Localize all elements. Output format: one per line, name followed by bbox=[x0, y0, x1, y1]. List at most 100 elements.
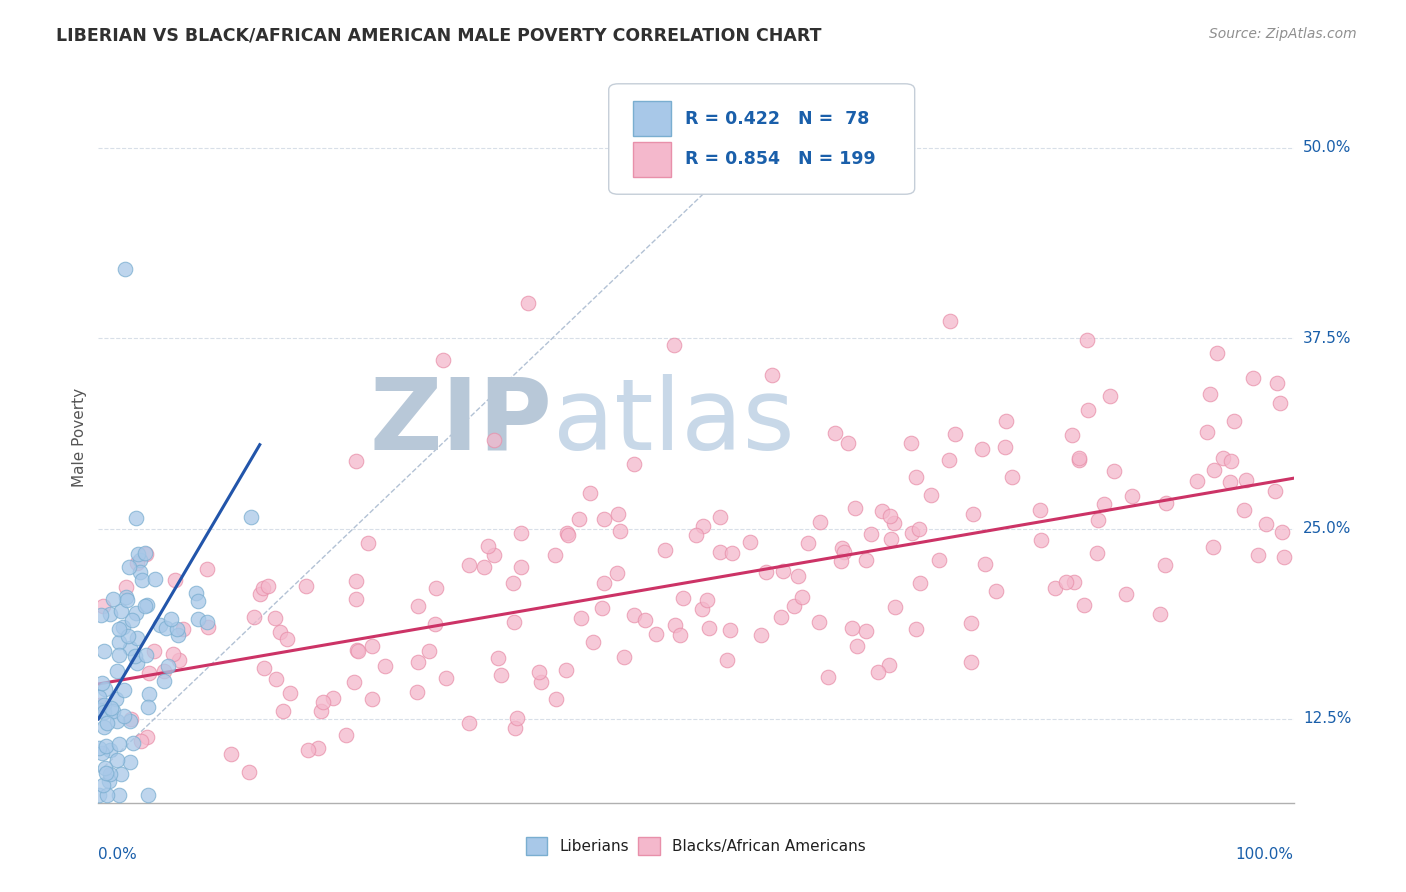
Point bbox=[153, 664, 176, 678]
Point bbox=[824, 426, 846, 441]
Point bbox=[108, 737, 131, 751]
Point bbox=[434, 672, 457, 686]
Point bbox=[93, 698, 115, 712]
Point bbox=[506, 711, 529, 725]
Point bbox=[697, 621, 720, 635]
Point bbox=[555, 663, 578, 677]
Point bbox=[93, 761, 115, 775]
Point bbox=[166, 627, 188, 641]
Point bbox=[105, 714, 128, 728]
Point bbox=[1087, 513, 1109, 527]
Text: 0.0%: 0.0% bbox=[98, 847, 138, 862]
Point bbox=[749, 627, 772, 641]
Point bbox=[787, 569, 810, 583]
Point bbox=[510, 526, 533, 541]
Point bbox=[125, 510, 148, 524]
Point bbox=[901, 526, 924, 541]
Point bbox=[1265, 376, 1288, 391]
Point bbox=[846, 639, 869, 653]
Point bbox=[135, 548, 157, 562]
Point bbox=[1185, 474, 1208, 488]
Point bbox=[970, 442, 993, 456]
Point bbox=[129, 734, 152, 748]
Point bbox=[101, 704, 124, 718]
Point bbox=[1222, 414, 1244, 428]
Point bbox=[110, 767, 132, 781]
Point bbox=[107, 634, 129, 648]
Point bbox=[502, 615, 524, 629]
Point bbox=[344, 574, 367, 588]
Point bbox=[517, 296, 540, 310]
Point bbox=[127, 548, 149, 562]
Point bbox=[959, 615, 981, 630]
Point bbox=[104, 691, 127, 706]
Point bbox=[879, 508, 901, 523]
Point bbox=[830, 554, 852, 568]
Point bbox=[240, 510, 263, 524]
Point bbox=[256, 579, 278, 593]
Point bbox=[769, 610, 792, 624]
Point bbox=[143, 644, 166, 658]
Point bbox=[623, 607, 645, 622]
Point bbox=[128, 553, 150, 567]
Point bbox=[1060, 428, 1083, 442]
Point bbox=[1001, 470, 1024, 484]
Point bbox=[938, 453, 960, 467]
Point bbox=[1104, 464, 1126, 478]
Point bbox=[1220, 454, 1243, 468]
Point bbox=[89, 703, 111, 717]
Point bbox=[993, 440, 1015, 454]
Point bbox=[124, 649, 146, 664]
Point bbox=[134, 599, 156, 613]
Point bbox=[312, 695, 335, 709]
Point bbox=[900, 436, 922, 450]
Point bbox=[634, 613, 657, 627]
Point bbox=[136, 788, 159, 802]
Point bbox=[307, 740, 329, 755]
Point bbox=[91, 676, 114, 690]
Point bbox=[1271, 525, 1294, 540]
Point bbox=[374, 658, 396, 673]
Point bbox=[817, 670, 839, 684]
Point bbox=[855, 624, 877, 638]
Point bbox=[159, 612, 181, 626]
Point bbox=[1199, 387, 1222, 401]
Point bbox=[1043, 581, 1066, 595]
Point bbox=[472, 560, 495, 574]
Point bbox=[346, 643, 368, 657]
Legend: Liberians, Blacks/African Americans: Liberians, Blacks/African Americans bbox=[520, 831, 872, 861]
Point bbox=[995, 414, 1018, 428]
Point bbox=[108, 788, 131, 802]
Point bbox=[125, 656, 148, 670]
Point bbox=[1115, 587, 1137, 601]
Point bbox=[685, 528, 707, 542]
Point bbox=[530, 675, 553, 690]
Point bbox=[322, 690, 344, 705]
Point bbox=[357, 536, 380, 550]
Point bbox=[105, 665, 128, 679]
Point bbox=[623, 457, 645, 471]
Point bbox=[93, 644, 115, 658]
FancyBboxPatch shape bbox=[633, 102, 671, 136]
Point bbox=[939, 314, 962, 328]
Point bbox=[755, 565, 778, 579]
Point bbox=[264, 673, 287, 687]
Point bbox=[128, 565, 150, 579]
Point bbox=[716, 653, 738, 667]
Point bbox=[121, 613, 143, 627]
Point bbox=[973, 557, 995, 571]
Point bbox=[135, 648, 157, 662]
Point bbox=[135, 598, 157, 612]
Point bbox=[406, 655, 429, 669]
Point bbox=[568, 512, 591, 526]
Point bbox=[1076, 333, 1098, 347]
Point bbox=[98, 742, 121, 756]
Point bbox=[1098, 389, 1121, 403]
Point bbox=[837, 436, 859, 450]
Point bbox=[883, 600, 905, 615]
Point bbox=[866, 665, 889, 679]
Point bbox=[1234, 474, 1257, 488]
Point bbox=[166, 622, 188, 636]
Point bbox=[149, 618, 172, 632]
Point bbox=[910, 576, 932, 591]
